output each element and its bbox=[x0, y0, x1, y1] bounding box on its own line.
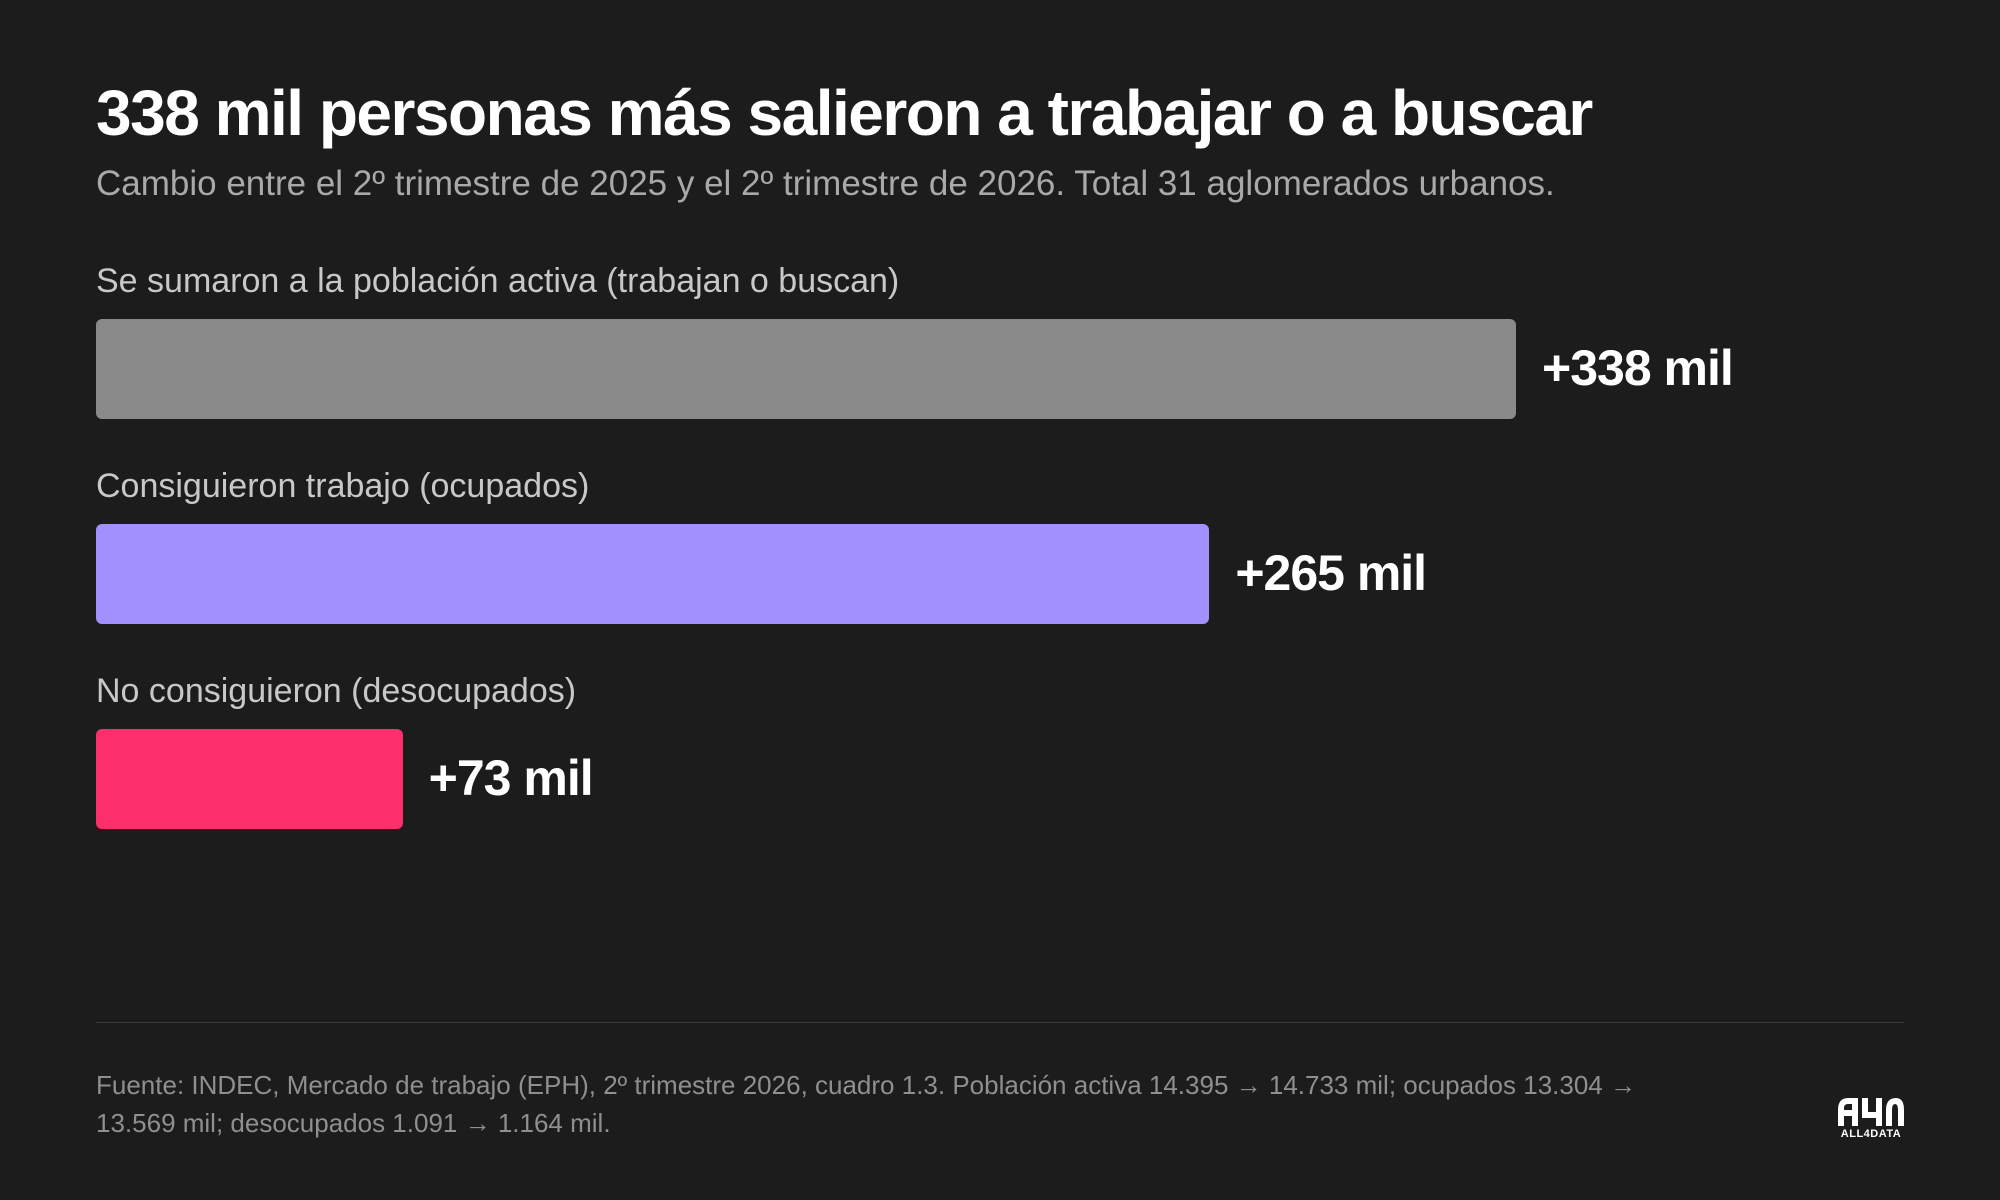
all4data-logo-mark bbox=[1838, 1098, 1904, 1126]
bar bbox=[96, 319, 1516, 419]
chart-title: 338 mil personas más salieron a trabajar… bbox=[96, 77, 1593, 149]
bar-category-label: Consiguieron trabajo (ocupados) bbox=[96, 467, 590, 505]
bar-category-label: No consiguieron (desocupados) bbox=[96, 672, 577, 710]
bar-category-label: Se sumaron a la población activa (trabaj… bbox=[96, 262, 900, 300]
chart-subtitle: Cambio entre el 2º trimestre de 2025 y e… bbox=[96, 164, 1555, 203]
bar bbox=[96, 524, 1210, 624]
all4data-logo: ALL4DATA bbox=[1836, 1092, 1906, 1140]
bar-value-label: +338 mil bbox=[1542, 340, 1734, 396]
bar-value-label: +73 mil bbox=[428, 750, 594, 806]
logo-text: ALL4DATA bbox=[1840, 1128, 1902, 1140]
bar bbox=[96, 729, 403, 829]
footer-divider bbox=[96, 1022, 1904, 1023]
bar-value-label: +265 mil bbox=[1235, 545, 1427, 601]
source-note: Fuente: INDEC, Mercado de trabajo (EPH),… bbox=[96, 1070, 1636, 1138]
